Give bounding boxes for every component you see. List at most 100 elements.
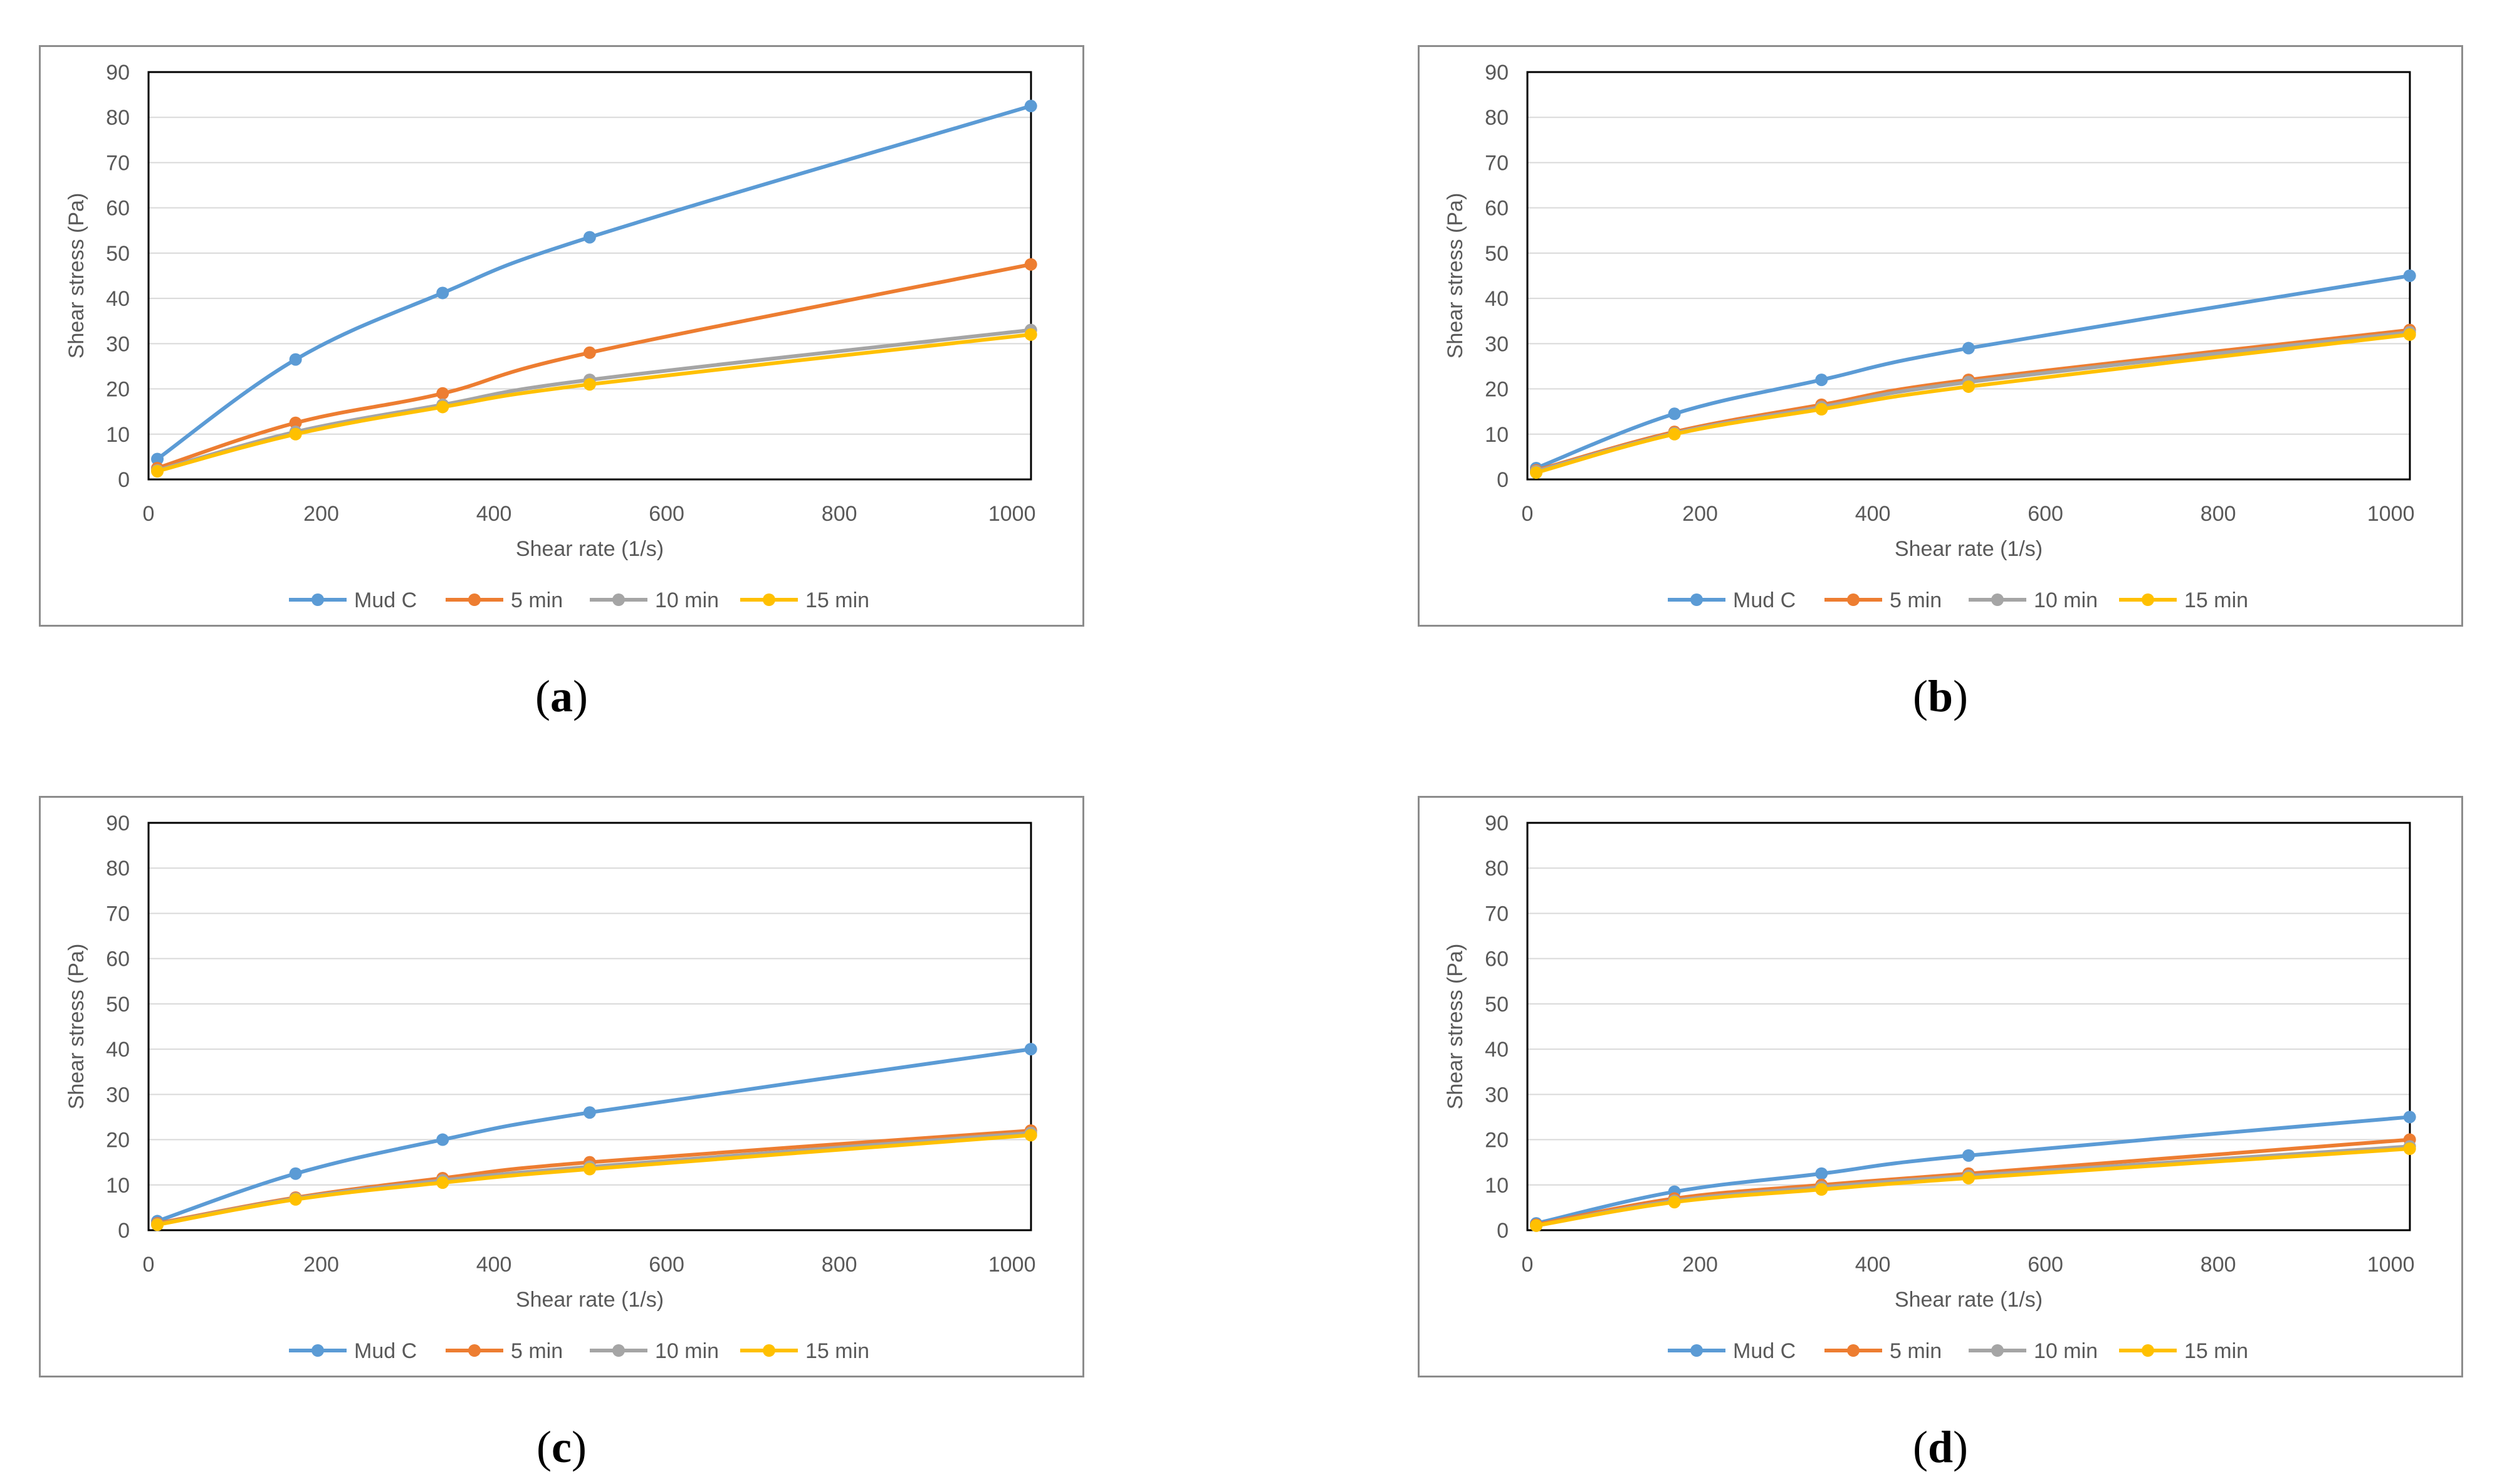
legend-marker bbox=[1690, 593, 1703, 606]
y-tick-label: 90 bbox=[106, 61, 130, 85]
y-tick-label: 70 bbox=[1485, 151, 1509, 175]
legend-label: 15 min bbox=[805, 1339, 869, 1363]
data-point bbox=[1024, 258, 1037, 271]
y-tick-label: 20 bbox=[1485, 378, 1509, 402]
y-tick-label: 70 bbox=[1485, 902, 1509, 926]
data-point bbox=[1024, 100, 1037, 113]
plot-area bbox=[1526, 822, 2411, 1231]
y-tick-label: 90 bbox=[1485, 61, 1509, 85]
legend-marker bbox=[763, 1344, 775, 1357]
y-tick-label: 70 bbox=[106, 902, 130, 926]
y-tick-label: 10 bbox=[106, 1174, 130, 1198]
legend-marker bbox=[2142, 1344, 2154, 1357]
legend-marker bbox=[468, 593, 481, 606]
data-point bbox=[436, 387, 449, 400]
x-axis-title: Shear rate (1/s) bbox=[516, 537, 664, 561]
y-tick-label: 90 bbox=[1485, 812, 1509, 835]
data-point bbox=[1530, 1219, 1543, 1232]
x-tick-label: 800 bbox=[822, 1253, 857, 1277]
y-tick-label: 30 bbox=[106, 332, 130, 356]
plot-area bbox=[147, 71, 1032, 481]
legend-label: Mud C bbox=[354, 588, 417, 612]
legend-label: 5 min bbox=[511, 588, 563, 612]
chart-c: 0 10 20 30 40 50 60 70 80 90 0 200 400 600 800 1000 Shea… bbox=[39, 796, 1084, 1377]
y-tick-label: 40 bbox=[106, 287, 130, 311]
x-tick-label: 1000 bbox=[2367, 1253, 2415, 1277]
caption-a-label: a bbox=[550, 671, 573, 721]
data-point bbox=[151, 465, 164, 478]
x-axis-title: Shear rate (1/s) bbox=[516, 1288, 664, 1312]
y-tick-label: 50 bbox=[1485, 993, 1509, 1016]
legend-label: 5 min bbox=[1890, 588, 1942, 612]
y-tick-label: 10 bbox=[1485, 423, 1509, 447]
y-tick-label: 60 bbox=[1485, 197, 1509, 221]
y-tick-label: 80 bbox=[1485, 106, 1509, 130]
data-point bbox=[583, 378, 596, 391]
data-point bbox=[1815, 1167, 1828, 1180]
y-axis-title: Shear stress (Pa) bbox=[65, 944, 88, 1110]
data-point bbox=[2403, 269, 2416, 282]
data-point bbox=[583, 231, 596, 244]
data-point bbox=[1024, 1043, 1037, 1056]
x-tick-label: 800 bbox=[822, 502, 857, 526]
data-point bbox=[1668, 1196, 1681, 1209]
series-line bbox=[155, 262, 1033, 470]
series-line bbox=[1534, 332, 2412, 475]
x-axis-title: Shear rate (1/s) bbox=[1895, 1288, 2043, 1312]
series-line bbox=[1534, 1147, 2412, 1228]
data-point bbox=[1024, 328, 1037, 341]
series-line bbox=[1534, 274, 2412, 470]
data-point bbox=[1668, 407, 1681, 421]
series-line bbox=[155, 1047, 1033, 1223]
caption-b: (b) bbox=[1912, 671, 1968, 721]
series-line bbox=[155, 328, 1033, 473]
y-tick-label: 0 bbox=[1497, 1219, 1509, 1243]
data-point bbox=[1962, 342, 1975, 355]
data-point bbox=[2403, 328, 2416, 341]
data-point bbox=[1962, 380, 1975, 393]
legend-label: 15 min bbox=[2184, 588, 2248, 612]
y-tick-label: 70 bbox=[106, 151, 130, 175]
legend-label: 10 min bbox=[655, 588, 719, 612]
data-point bbox=[1024, 1129, 1037, 1142]
legend-marker bbox=[1847, 593, 1860, 606]
chart-c-svg: 0 10 20 30 40 50 60 70 80 90 0 200 400 600 800 1000 Shea… bbox=[65, 812, 1037, 1363]
chart-b: 0 10 20 30 40 50 60 70 80 90 0 200 400 600 800 1000 Shea… bbox=[1418, 45, 2463, 627]
y-tick-label: 60 bbox=[1485, 948, 1509, 971]
legend-label: 10 min bbox=[655, 1339, 719, 1363]
y-tick-label: 50 bbox=[106, 993, 130, 1016]
series-line bbox=[1534, 1115, 2412, 1226]
x-tick-label: 1000 bbox=[2367, 502, 2415, 526]
y-tick-label: 40 bbox=[1485, 287, 1509, 311]
data-point bbox=[289, 427, 302, 441]
data-point bbox=[1530, 466, 1543, 479]
caption-a: (a) bbox=[535, 671, 588, 721]
legend-marker bbox=[612, 593, 625, 606]
y-tick-label: 40 bbox=[1485, 1038, 1509, 1062]
data-point bbox=[436, 286, 449, 300]
series-line bbox=[155, 1133, 1033, 1227]
plot-area bbox=[147, 822, 1032, 1231]
data-point bbox=[1815, 1183, 1828, 1196]
caption-c-label: c bbox=[552, 1422, 572, 1472]
data-point bbox=[583, 1163, 596, 1176]
x-tick-label: 0 bbox=[1522, 502, 1534, 526]
chart-a-svg: 0 10 20 30 40 50 60 70 80 90 0 200 400 600 800 1000 Shea… bbox=[65, 61, 1037, 612]
caption-d-label: d bbox=[1927, 1422, 1954, 1472]
caption-b-label: b bbox=[1927, 671, 1954, 721]
y-tick-label: 50 bbox=[106, 242, 130, 266]
x-tick-label: 400 bbox=[476, 502, 512, 526]
data-point bbox=[1815, 403, 1828, 416]
x-tick-label: 600 bbox=[2028, 502, 2063, 526]
series-line bbox=[155, 332, 1033, 473]
chart-a: 0 10 20 30 40 50 60 70 80 90 0 200 400 600 800 1000 Shea… bbox=[39, 45, 1084, 627]
legend-marker bbox=[1991, 593, 2004, 606]
series-line bbox=[1534, 1137, 2412, 1227]
chart-d-svg: 0 10 20 30 40 50 60 70 80 90 0 200 400 600 800 1000 Shea… bbox=[1443, 812, 2416, 1363]
x-axis-title: Shear rate (1/s) bbox=[1895, 537, 2043, 561]
y-tick-label: 80 bbox=[106, 106, 130, 130]
legend-marker bbox=[763, 593, 775, 606]
x-tick-label: 400 bbox=[1855, 502, 1891, 526]
legend-label: 5 min bbox=[511, 1339, 563, 1363]
y-tick-label: 20 bbox=[1485, 1129, 1509, 1152]
